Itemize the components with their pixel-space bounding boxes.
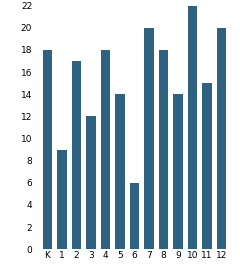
Bar — [130, 183, 139, 249]
Bar — [188, 6, 197, 249]
Bar — [43, 50, 52, 249]
Bar — [159, 50, 168, 249]
Bar — [86, 116, 96, 249]
Bar — [173, 94, 183, 249]
Bar — [57, 150, 67, 249]
Bar — [144, 28, 154, 249]
Bar — [101, 50, 110, 249]
Bar — [115, 94, 125, 249]
Bar — [217, 28, 226, 249]
Bar — [202, 83, 211, 249]
Bar — [72, 61, 81, 249]
